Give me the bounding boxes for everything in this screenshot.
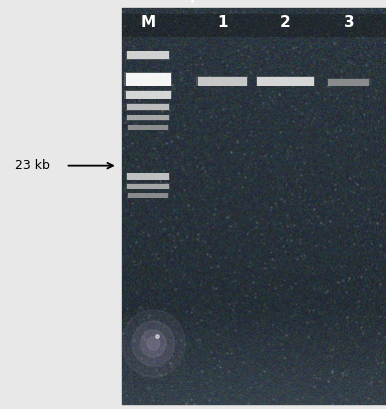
Bar <box>124 72 172 86</box>
Text: 1: 1 <box>217 15 227 30</box>
Circle shape <box>147 337 160 350</box>
Bar <box>257 77 314 86</box>
Bar <box>127 173 169 180</box>
Bar <box>128 193 168 198</box>
Bar <box>127 184 169 189</box>
Text: 23 kb: 23 kb <box>15 159 50 172</box>
Bar <box>122 8 386 405</box>
Bar <box>327 78 371 86</box>
Bar <box>126 115 170 121</box>
Bar <box>126 173 170 180</box>
Text: M: M <box>141 15 156 30</box>
Bar <box>122 14 386 37</box>
Bar <box>126 183 170 189</box>
Bar <box>126 103 170 111</box>
Bar <box>127 51 169 59</box>
Bar <box>196 76 248 86</box>
Text: 3: 3 <box>344 15 354 30</box>
Bar <box>124 90 172 99</box>
Circle shape <box>132 321 174 366</box>
Bar <box>125 73 171 86</box>
Bar <box>127 125 169 130</box>
Bar <box>128 125 168 130</box>
Bar <box>126 51 170 60</box>
Bar <box>328 79 369 86</box>
Text: 2: 2 <box>280 15 291 30</box>
Bar <box>125 91 171 99</box>
Bar <box>127 193 169 198</box>
Bar <box>127 104 169 110</box>
Circle shape <box>141 330 166 357</box>
Bar <box>127 115 169 120</box>
Circle shape <box>122 310 185 377</box>
Bar <box>198 77 247 86</box>
Bar <box>0 0 122 409</box>
Bar <box>256 76 315 86</box>
